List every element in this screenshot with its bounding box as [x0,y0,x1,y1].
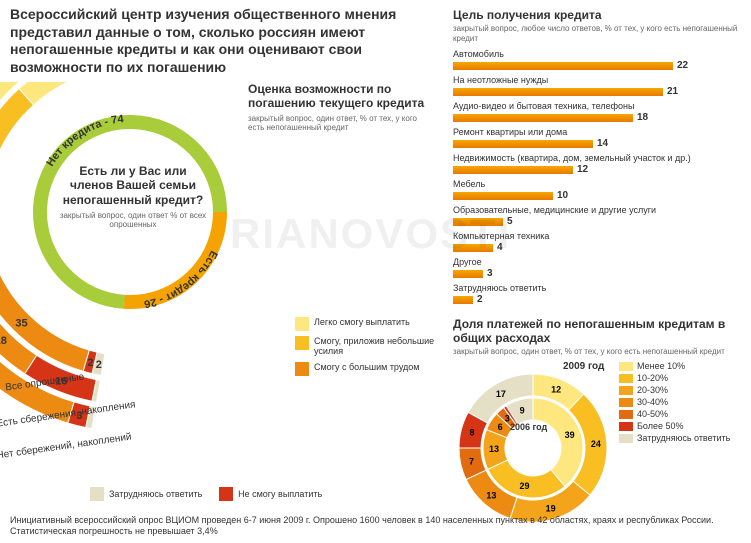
ring-question: Есть ли у Вас или членов Вашей семьи неп… [58,164,208,229]
svg-text:29: 29 [519,481,529,491]
purpose-bars: Автомобиль22 На неотложные нужды21 Аудио-в… [453,49,743,305]
svg-text:39: 39 [565,430,575,440]
left-panel: Оценка возможности по погашению текущего… [0,82,440,502]
svg-text:12: 12 [551,384,561,394]
purpose-row: Затрудняюсь ответить2 [453,283,743,305]
legend-cant: Не смогу выплатить [219,487,322,501]
purpose-title: Цель получения кредита [453,8,743,22]
legend-dk: Затрудняюсь ответить [90,487,202,501]
svg-text:24: 24 [591,439,601,449]
svg-text:6: 6 [498,422,503,432]
purpose-row: Автомобиль22 [453,49,743,71]
purpose-row: Компьютерная техника4 [453,231,743,253]
purpose-row: Мебель10 [453,179,743,201]
share-sub: закрытый вопрос, один ответ, % от тех, у… [453,347,743,357]
svg-text:2: 2 [96,359,102,371]
purpose-sub: закрытый вопрос, любое число ответов, % … [453,24,743,43]
svg-text:8: 8 [469,427,474,437]
footnote: Инициативный всероссийский опрос ВЦИОМ п… [10,515,730,538]
purpose-row: Ремонт квартиры или дома14 [453,127,743,149]
right-panel: Цель получения кредита закрытый вопрос, … [453,8,743,531]
legend-cant-label: Не смогу выплатить [238,489,322,499]
purpose-row: На неотложные нужды21 [453,75,743,97]
eval-legend-bottom: Затрудняюсь ответить Не смогу выплатить [90,487,336,504]
svg-text:2: 2 [87,357,93,369]
svg-text:13: 13 [489,444,499,454]
share-title: Доля платежей по непогашенным кредитам в… [453,317,743,345]
ring-question-sub: закрытый вопрос, один ответ % от всех оп… [58,211,208,229]
purpose-row: Аудио-видео и бытовая техника, телефоны1… [453,101,743,123]
svg-text:9: 9 [520,405,525,415]
purpose-row: Недвижимость (квартира, дом, земельный у… [453,153,743,175]
main-title: Всероссийский центр изучения общественно… [10,6,440,76]
share-section: Доля платежей по непогашенным кредитам в… [453,317,743,531]
svg-text:35: 35 [15,318,27,330]
year-outer: 2009 год [563,361,604,372]
share-donut: 122419137817392913639 [453,363,618,528]
svg-text:17: 17 [496,389,506,399]
eval-legend: Легко смогу выплатитьСмогу, приложив неб… [295,317,440,381]
svg-text:7: 7 [469,457,474,467]
purpose-row: Другое3 [453,257,743,279]
svg-text:19: 19 [546,503,556,513]
svg-text:18: 18 [0,335,7,347]
purpose-row: Образовательные, медицинские и другие ус… [453,205,743,227]
share-legend: Менее 10%10-20%20-30%30-40%40-50%Более 5… [619,361,730,445]
year-inner: 2006 год [510,422,547,432]
legend-dk-label: Затрудняюсь ответить [109,489,202,499]
ring-question-text: Есть ли у Вас или членов Вашей семьи неп… [58,164,208,207]
svg-text:13: 13 [486,490,496,500]
